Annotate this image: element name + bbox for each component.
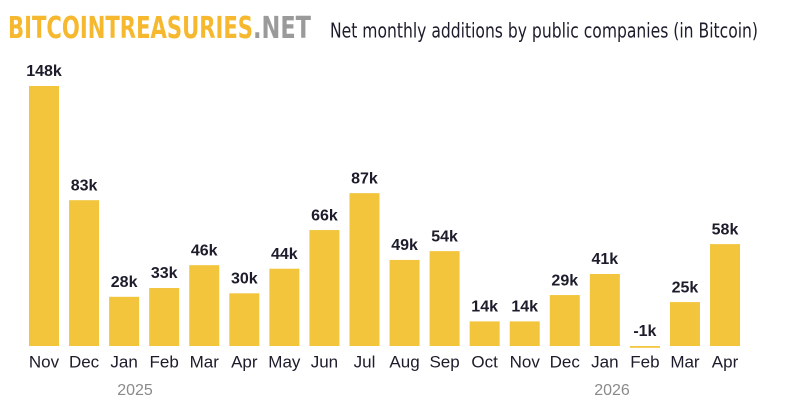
value-label: 46k xyxy=(191,242,218,259)
bar xyxy=(710,244,741,346)
x-tick-label: Apr xyxy=(231,352,258,371)
x-tick-label: Aug xyxy=(389,352,419,371)
bar xyxy=(669,302,700,346)
value-label: 14k xyxy=(471,299,498,316)
value-label: 30k xyxy=(231,271,258,288)
bar xyxy=(429,251,460,346)
value-label: 83k xyxy=(71,177,98,194)
bar xyxy=(509,321,540,346)
value-label: 41k xyxy=(591,251,618,268)
year-label: 2026 xyxy=(594,382,630,399)
bar xyxy=(109,296,140,346)
value-label: 29k xyxy=(551,272,578,289)
x-tick-label: Jan xyxy=(591,352,618,371)
bar xyxy=(269,268,300,346)
bar xyxy=(29,86,59,346)
value-label: 14k xyxy=(511,299,538,316)
value-label: -1k xyxy=(633,323,656,340)
value-label: 87k xyxy=(351,170,378,187)
value-label: 25k xyxy=(672,279,699,296)
value-label: 33k xyxy=(151,265,178,282)
value-label: 28k xyxy=(111,274,138,291)
x-tick-label: Dec xyxy=(69,352,100,371)
bar xyxy=(589,273,620,346)
x-tick-label: Apr xyxy=(712,352,739,371)
x-tick-label: May xyxy=(268,352,301,371)
bar xyxy=(469,321,500,346)
x-tick-label: Nov xyxy=(29,352,60,371)
x-tick-label: Oct xyxy=(471,352,498,371)
x-tick-label: Nov xyxy=(510,352,541,371)
bar xyxy=(629,346,660,348)
value-label: 58k xyxy=(712,221,739,238)
x-tick-label: Feb xyxy=(150,352,179,371)
x-tick-label: Mar xyxy=(670,352,700,371)
logo: BITCOINTREASURIES.NET xyxy=(8,11,311,46)
x-tick-label: Dec xyxy=(550,352,581,371)
logo-suffix: .NET xyxy=(253,11,311,46)
value-label: 49k xyxy=(391,237,418,254)
value-label: 54k xyxy=(431,228,458,245)
bar xyxy=(189,265,220,346)
bar xyxy=(389,259,420,346)
bar xyxy=(349,193,380,346)
x-tick-label: Jan xyxy=(110,352,137,371)
x-tick-label: Feb xyxy=(630,352,659,371)
bar xyxy=(149,288,180,346)
bar xyxy=(229,293,260,346)
year-label: 2025 xyxy=(117,382,153,399)
x-tick-label: Jul xyxy=(354,352,376,371)
value-label: 148k xyxy=(26,63,62,80)
bar xyxy=(549,295,580,346)
value-label: 44k xyxy=(271,246,298,263)
bar xyxy=(69,200,100,346)
x-tick-label: Sep xyxy=(429,352,459,371)
x-tick-label: Mar xyxy=(190,352,220,371)
chart-title: Net monthly additions by public companie… xyxy=(330,19,758,43)
x-tick-label: Jun xyxy=(311,352,338,371)
bar xyxy=(309,230,340,346)
logo-main: BITCOINTREASURIES xyxy=(8,11,253,46)
value-label: 66k xyxy=(311,207,338,224)
